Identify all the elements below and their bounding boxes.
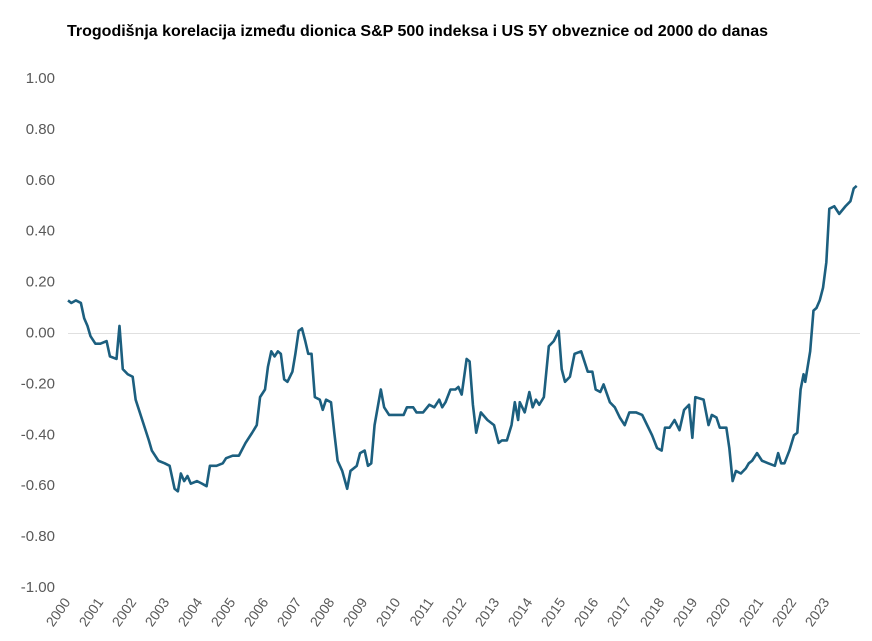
y-tick-label: -0.80 (21, 528, 55, 545)
data-line (67, 184, 858, 493)
y-tick-label: -0.20 (21, 375, 55, 392)
x-tick-label: 2007 (274, 595, 305, 630)
x-tick-label: 2000 (43, 595, 74, 630)
y-tick-label: -0.60 (21, 477, 55, 494)
y-tick-label: 0.40 (26, 223, 55, 240)
x-tick-label: 2003 (142, 595, 173, 630)
x-tick-label: 2006 (241, 595, 272, 630)
x-tick-label: 2018 (637, 595, 668, 630)
x-tick-label: 2020 (703, 595, 734, 630)
x-tick-label: 2001 (76, 595, 107, 630)
x-tick-label: 2005 (208, 595, 239, 630)
y-tick-label: -1.00 (21, 579, 55, 596)
x-tick-label: 2011 (406, 594, 436, 628)
chart-title: Trogodišnja korelacija između dionica S&… (67, 23, 768, 40)
x-tick-label: 2016 (571, 595, 602, 630)
x-tick-label: 2023 (802, 595, 833, 630)
y-tick-label: 0.00 (26, 324, 55, 341)
y-tick-label: 0.20 (26, 274, 55, 291)
x-tick-label: 2022 (769, 595, 800, 630)
y-tick-label: -0.40 (21, 426, 55, 443)
x-tick-label: 2008 (307, 595, 338, 630)
x-tick-label: 2019 (670, 595, 701, 630)
x-tick-label: 2004 (175, 595, 206, 630)
x-tick-label: 2017 (604, 595, 635, 630)
x-tick-label: 2012 (439, 595, 470, 630)
y-tick-label: 0.60 (26, 172, 55, 189)
x-tick-label: 2021 (736, 595, 767, 630)
x-tick-label: 2010 (373, 595, 404, 630)
x-tick-label: 2014 (505, 595, 536, 630)
x-tick-label: 2002 (109, 595, 140, 630)
x-tick-label: 2009 (340, 595, 371, 630)
y-tick-label: 1.00 (26, 70, 55, 87)
x-tick-label: 2013 (472, 595, 503, 630)
y-tick-label: 0.80 (26, 121, 55, 138)
x-tick-label: 2015 (538, 595, 569, 630)
